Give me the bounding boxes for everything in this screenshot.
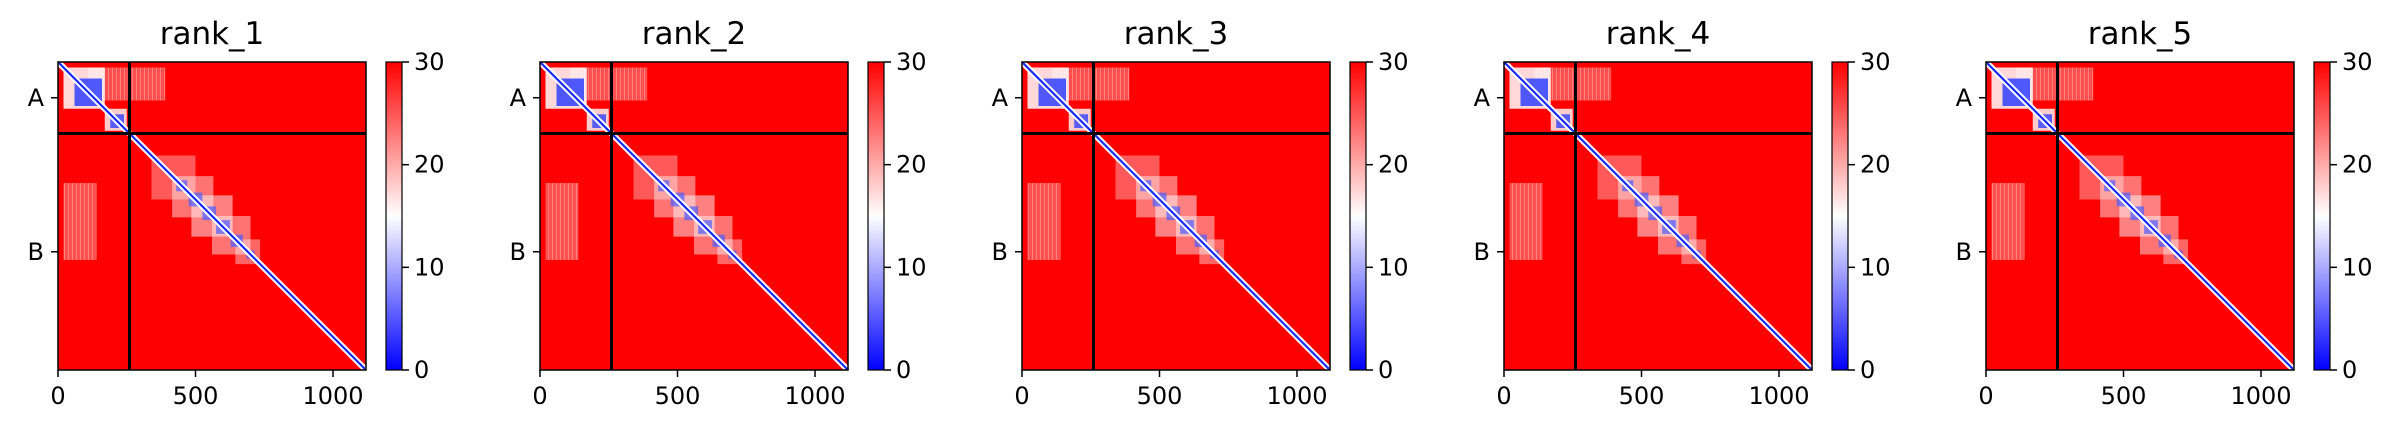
colorbar-tick-label: 30 (1378, 48, 1409, 76)
colorbar-tick-label: 0 (896, 356, 911, 384)
colorbar-tick-label: 10 (1378, 253, 1409, 281)
y-tick-label: B (1474, 238, 1490, 266)
x-tick-label: 500 (1137, 382, 1183, 410)
panel-title: rank_5 (2088, 16, 2193, 52)
panel-2: rank_2 0 500 1000 A B 0 10 20 30 (510, 16, 927, 410)
axes-frame (539, 61, 849, 371)
axes-frame (1503, 61, 1813, 371)
colorbar-tick-label: 10 (414, 253, 445, 281)
panel-4: rank_4 0 500 1000 A B 0 10 20 30 (1474, 16, 1891, 410)
diagonal-line (57, 61, 367, 371)
colorbar (1831, 61, 1849, 371)
panel-3: rank_3 0 500 1000 A B 0 10 20 30 (992, 16, 1409, 410)
axes-frame (1021, 61, 1331, 371)
heatmap-texture (1027, 183, 1061, 260)
panel-1: rank_1 0 500 1000 A B 0 10 20 30 (28, 16, 445, 410)
y-tick-label: A (510, 84, 527, 112)
colorbar (1349, 61, 1367, 371)
heatmap-texture (1509, 183, 1543, 260)
heatmap-texture (63, 183, 97, 260)
heatmap-texture (545, 183, 579, 260)
colorbar-tick-label: 20 (414, 151, 445, 179)
colorbar-tick-label: 0 (1860, 356, 1875, 384)
diagonal-line (1503, 61, 1813, 371)
colorbar-tick-label: 20 (896, 151, 927, 179)
panel-title: rank_1 (160, 16, 265, 52)
colorbar-tick-label: 30 (1860, 48, 1891, 76)
y-tick-label: A (992, 84, 1009, 112)
colorbar-tick-label: 30 (896, 48, 927, 76)
diagonal-line (1985, 61, 2295, 371)
colorbar-tick-label: 30 (2342, 48, 2373, 76)
colorbar-tick-label: 20 (2342, 151, 2373, 179)
axes-frame (57, 61, 367, 371)
x-tick-label: 500 (1619, 382, 1665, 410)
colorbar (385, 61, 403, 371)
x-tick-label: 0 (50, 382, 65, 410)
y-tick-label: A (1474, 84, 1491, 112)
x-tick-label: 0 (1978, 382, 1993, 410)
colorbar-tick-label: 10 (896, 253, 927, 281)
panel-title: rank_3 (1124, 16, 1229, 52)
x-tick-label: 0 (532, 382, 547, 410)
colorbar-tick-label: 20 (1378, 151, 1409, 179)
colorbar-tick-label: 0 (1378, 356, 1393, 384)
x-tick-label: 0 (1496, 382, 1511, 410)
x-tick-label: 500 (655, 382, 701, 410)
x-tick-label: 0 (1014, 382, 1029, 410)
x-tick-label: 1000 (302, 382, 363, 410)
diagonal-line (539, 61, 849, 371)
y-tick-label: B (992, 238, 1008, 266)
colorbar (867, 61, 885, 371)
x-tick-label: 500 (2101, 382, 2147, 410)
y-tick-label: A (28, 84, 45, 112)
colorbar-tick-label: 0 (2342, 356, 2357, 384)
x-tick-label: 1000 (1748, 382, 1809, 410)
colorbar-tick-label: 0 (414, 356, 429, 384)
x-tick-label: 500 (173, 382, 219, 410)
colorbar-tick-label: 30 (414, 48, 445, 76)
colorbar-tick-label: 10 (2342, 253, 2373, 281)
heatmap-texture (1991, 183, 2025, 260)
diagonal-line (1021, 61, 1331, 371)
y-tick-label: A (1956, 84, 1973, 112)
colorbar (2313, 61, 2331, 371)
y-tick-label: B (510, 238, 526, 266)
y-tick-label: B (1956, 238, 1972, 266)
colorbar-tick-label: 10 (1860, 253, 1891, 281)
x-tick-label: 1000 (2230, 382, 2291, 410)
panel-5: rank_5 0 500 1000 A B 0 10 20 30 (1956, 16, 2373, 410)
x-tick-label: 1000 (1266, 382, 1327, 410)
colorbar-tick-label: 20 (1860, 151, 1891, 179)
panel-title: rank_4 (1606, 16, 1711, 52)
x-tick-label: 1000 (784, 382, 845, 410)
axes-frame (1985, 61, 2295, 371)
panel-title: rank_2 (642, 16, 747, 52)
y-tick-label: B (28, 238, 44, 266)
